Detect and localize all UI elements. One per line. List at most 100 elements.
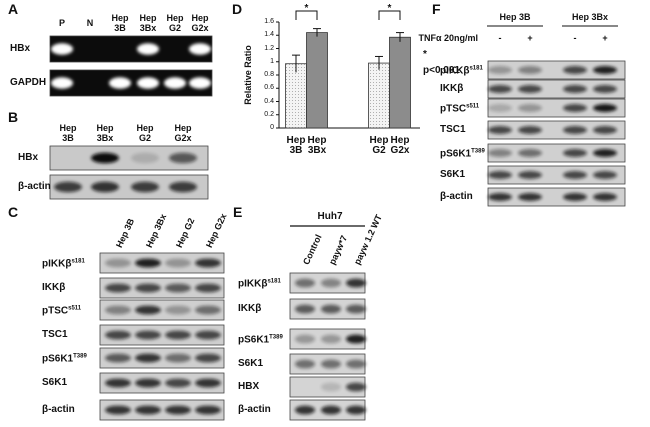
row-label: β-actin	[18, 181, 51, 192]
protein-name: pIKKβ	[238, 278, 268, 290]
sign: -	[498, 33, 502, 43]
lane-label: Hep 3Bx	[139, 13, 157, 33]
lane-label: Hep 3B	[111, 13, 129, 33]
panel-label: F	[432, 1, 441, 17]
blot-strip	[49, 35, 213, 63]
bar	[368, 62, 390, 129]
band	[135, 378, 161, 388]
lane-label: Hep 3B	[59, 123, 77, 143]
protein-name: pIKKβ	[42, 258, 72, 270]
site-label: s511	[466, 103, 480, 110]
lane-label: Hep G2x	[174, 123, 192, 143]
band	[195, 405, 221, 415]
band	[593, 193, 617, 201]
protein-name: IKKβ	[42, 282, 66, 293]
band	[105, 330, 131, 340]
band	[135, 405, 161, 415]
band	[488, 85, 512, 93]
band	[105, 305, 131, 315]
row-label: TSC1	[440, 125, 466, 135]
band	[321, 304, 341, 314]
blot-strip	[99, 372, 225, 394]
row-label: β-actin	[238, 405, 271, 415]
row-label: HBX	[238, 382, 259, 392]
row-label: TSC1	[42, 330, 68, 340]
y-tick-label: 1.4	[264, 31, 274, 39]
band	[488, 171, 512, 179]
band	[91, 152, 119, 164]
row-label: S6K1	[42, 378, 67, 388]
row-label: pS6K1T389	[440, 146, 485, 159]
protein-name: IKKβ	[238, 303, 262, 314]
band	[563, 66, 587, 74]
panel-label: B	[8, 109, 19, 125]
band	[321, 382, 341, 392]
band	[346, 405, 366, 415]
y-tick-label: 1	[270, 57, 274, 65]
protein-name: IKKβ	[440, 83, 464, 94]
band	[131, 181, 159, 193]
protein-name: pS6K1	[42, 353, 74, 365]
y-tick-label: 0.8	[264, 71, 274, 78]
panel-label: A	[8, 1, 19, 17]
protein-name: HBX	[238, 381, 260, 392]
blot-strip	[99, 324, 225, 346]
lane-label: Hep G2x	[191, 13, 209, 33]
site-label: s181	[267, 278, 281, 285]
row-label: β-actin	[42, 405, 75, 415]
band	[195, 283, 221, 293]
band	[51, 43, 73, 55]
band	[321, 405, 341, 415]
row-label: GAPDH	[10, 77, 47, 88]
lane-label: Hep 3Bx	[96, 123, 114, 143]
protein-name: S6K1	[238, 358, 264, 369]
protein-name: β-actin	[42, 404, 75, 415]
row-label: pTSCs511	[42, 303, 81, 316]
significance-mark: *	[423, 49, 427, 60]
band	[346, 334, 366, 344]
band	[346, 278, 366, 288]
site-label: T389	[73, 353, 87, 360]
band	[165, 330, 191, 340]
site-label: T389	[471, 148, 485, 155]
protein-name: pS6K1	[238, 334, 270, 346]
protein-name: pS6K1	[440, 148, 472, 160]
band	[295, 278, 315, 288]
band	[135, 353, 161, 363]
row-label: pIKKβs181	[42, 256, 85, 269]
band	[165, 405, 191, 415]
band	[563, 104, 587, 112]
band	[488, 149, 512, 157]
band	[563, 85, 587, 93]
blot-strip	[99, 277, 225, 299]
group-label: Hep 3Bx	[571, 12, 609, 22]
band	[593, 149, 617, 157]
protein-name: S6K1	[440, 169, 466, 180]
band	[109, 77, 131, 89]
protein-name: pTSC	[42, 305, 69, 317]
sign: -	[573, 33, 577, 43]
band	[165, 283, 191, 293]
bar	[285, 63, 307, 129]
band	[165, 378, 191, 388]
protein-name: S6K1	[42, 377, 68, 388]
site-label: s181	[71, 258, 85, 265]
band	[488, 104, 512, 112]
band	[295, 334, 315, 344]
site-label: T389	[269, 334, 283, 341]
band	[563, 149, 587, 157]
band	[195, 330, 221, 340]
protein-name: TSC1	[42, 329, 68, 340]
band	[518, 126, 542, 134]
band	[518, 193, 542, 201]
row-label: S6K1	[238, 359, 263, 369]
protein-name: β-actin	[440, 191, 473, 202]
row-label: S6K1	[440, 170, 465, 180]
row-label: HBx	[10, 43, 31, 54]
band	[131, 152, 159, 164]
significance-bracket	[295, 10, 318, 20]
band	[295, 359, 315, 369]
band	[518, 149, 542, 157]
lane-label: N	[86, 18, 94, 28]
significance-mark: *	[387, 3, 392, 14]
